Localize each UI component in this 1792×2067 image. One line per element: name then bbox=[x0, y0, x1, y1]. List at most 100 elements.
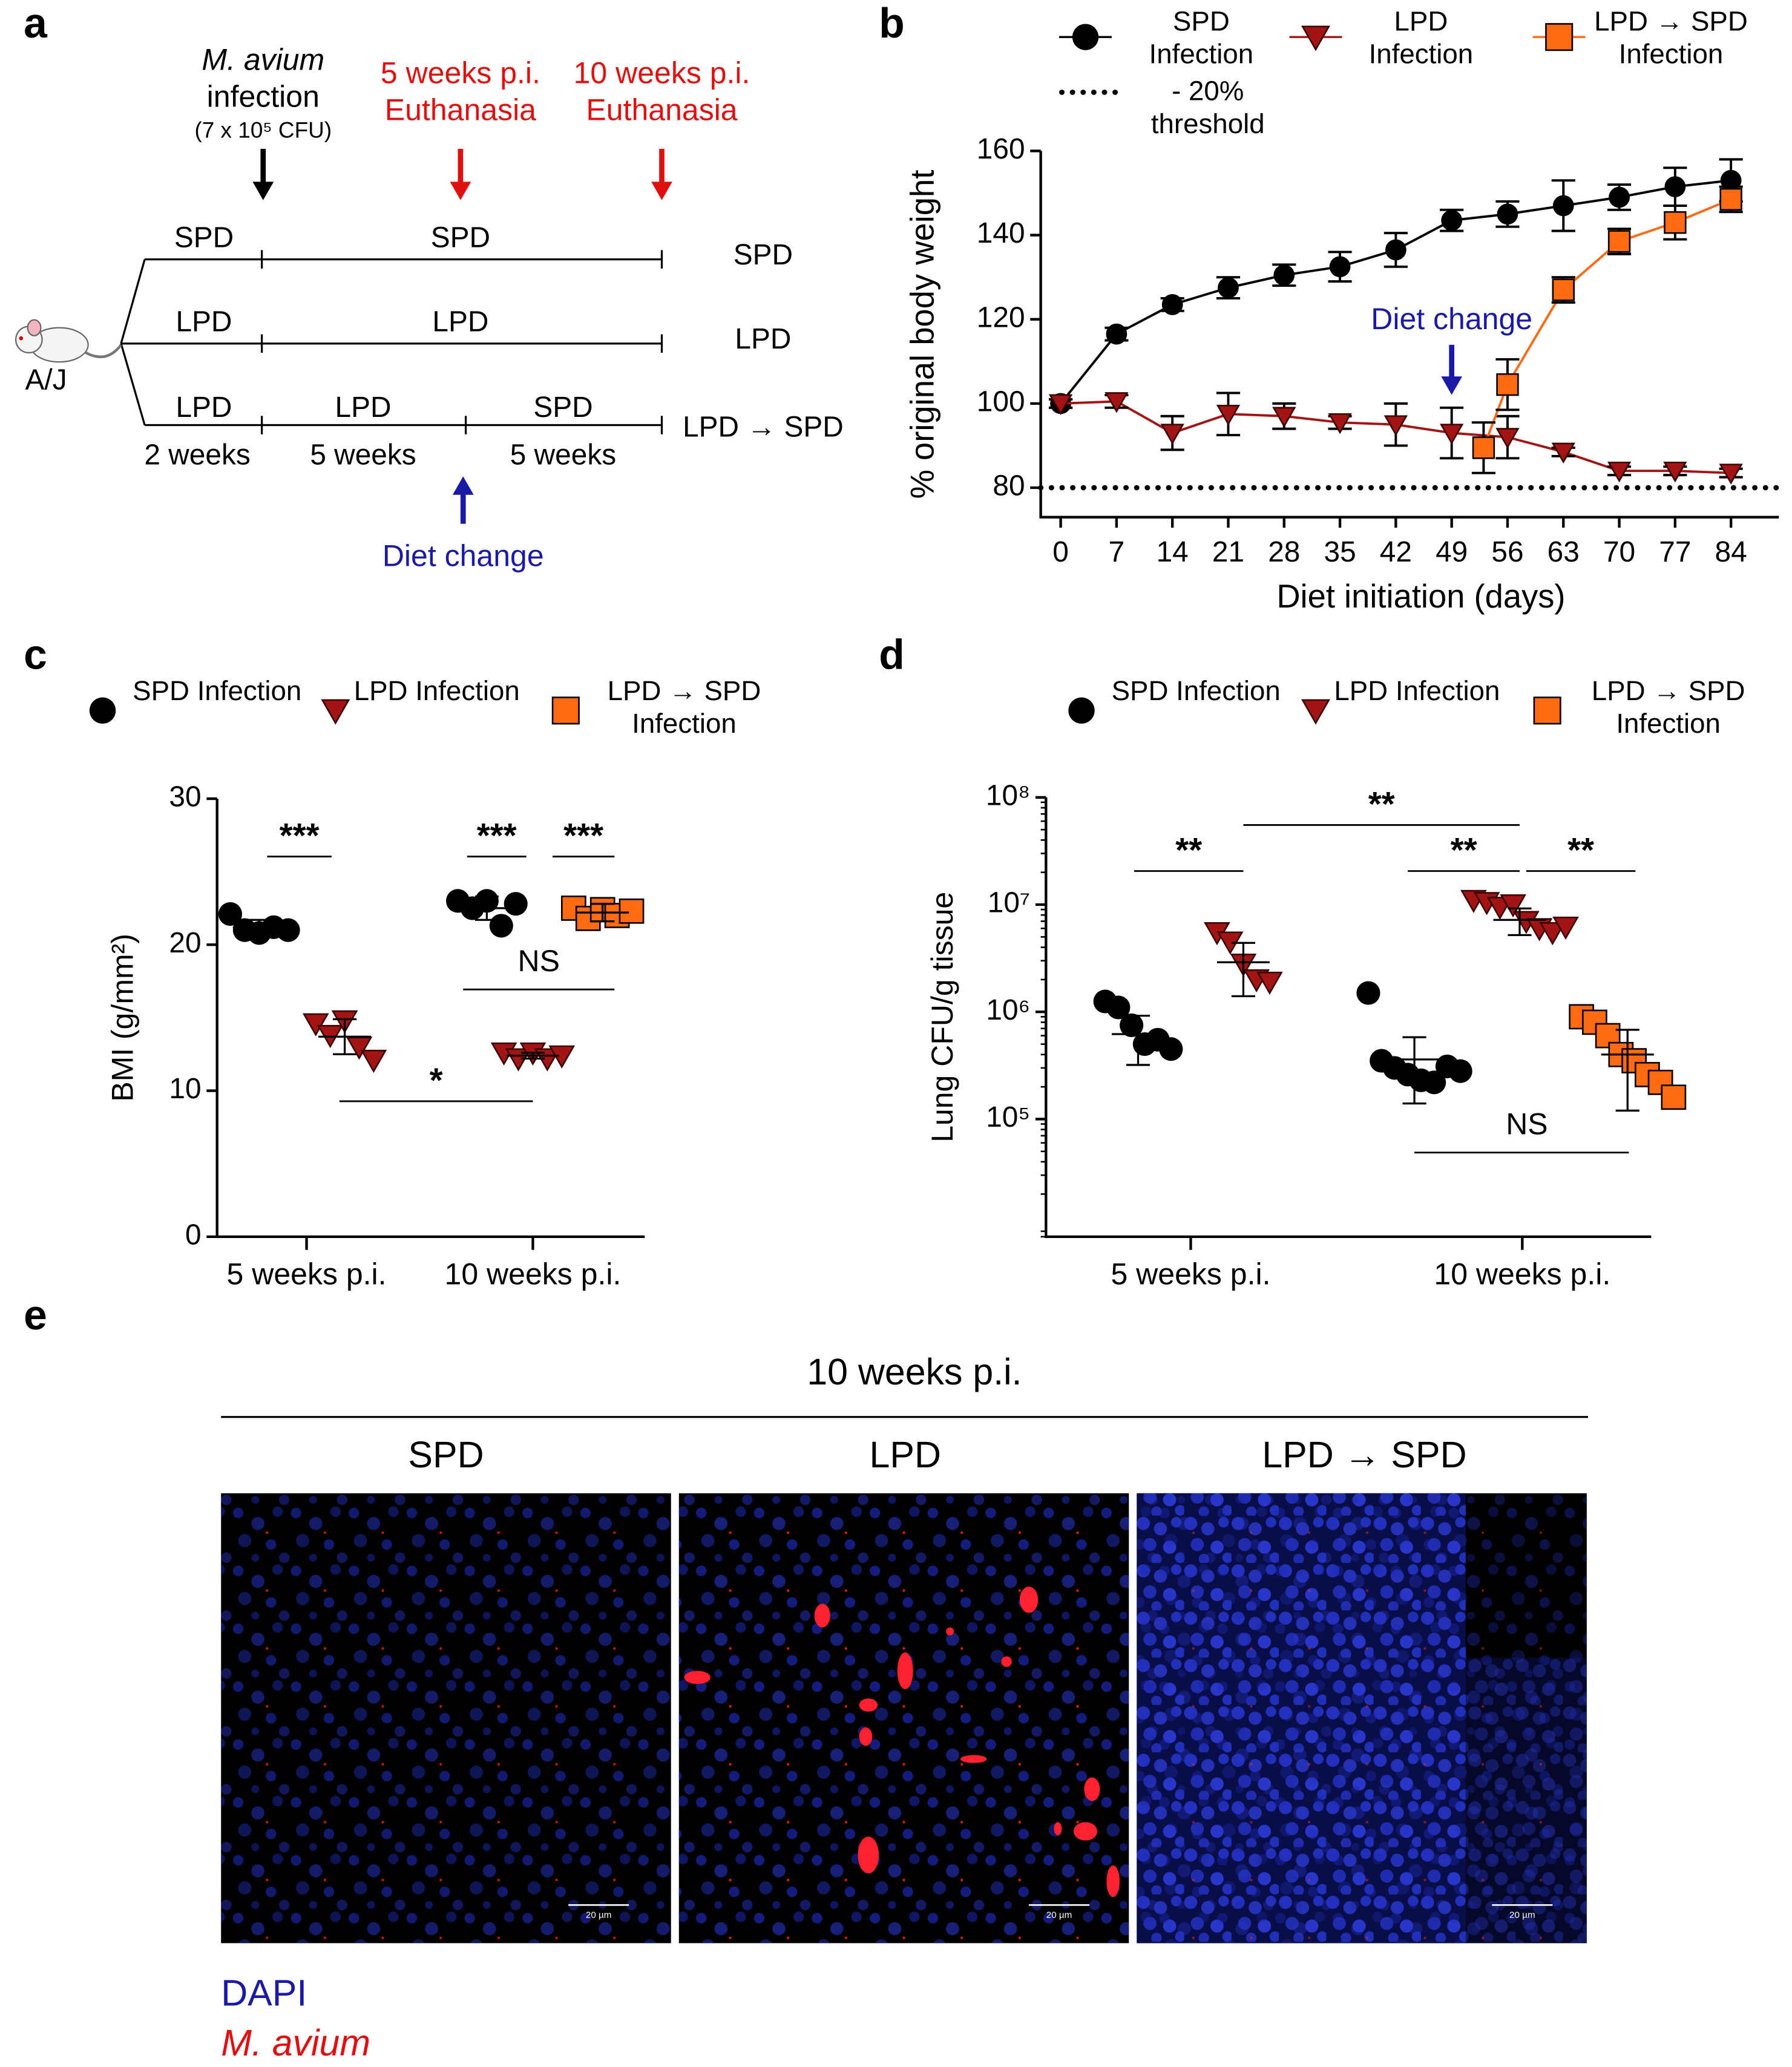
legend-label-box: LPD → SPD Infection bbox=[1594, 7, 1748, 70]
x-tick-label: 35 bbox=[1324, 536, 1356, 568]
x-tick-label: 77 bbox=[1659, 536, 1691, 568]
segment-label: LPD bbox=[176, 306, 232, 338]
point bbox=[1496, 373, 1519, 396]
error-bar bbox=[333, 1018, 357, 1055]
micrograph-title: 10 weeks p.i. bbox=[807, 1351, 1022, 1392]
stain-legend: DAPI bbox=[221, 1972, 307, 2013]
segment-label: LPD bbox=[176, 391, 232, 424]
legend-label-box: - 20% threshold bbox=[1150, 76, 1265, 140]
y-axis-title: % original body weight bbox=[904, 170, 941, 499]
legend-label: SPD Infection bbox=[133, 676, 302, 707]
scale-label: 20 µm bbox=[1509, 1910, 1535, 1921]
significance-label: * bbox=[430, 1061, 443, 1099]
legend-label: SPD Infection bbox=[1111, 676, 1281, 707]
duration: 5 weeks bbox=[510, 439, 616, 471]
legend-label-box: LPD → SPD Infection bbox=[1591, 676, 1745, 740]
legend-label-box: LPD → SPD Infection bbox=[608, 676, 761, 739]
point bbox=[1440, 424, 1464, 445]
mouse-strain: A/J bbox=[25, 364, 67, 396]
error-bar bbox=[1615, 1029, 1639, 1112]
x-tick-label: 42 bbox=[1380, 536, 1412, 568]
point bbox=[1272, 407, 1296, 428]
point bbox=[1582, 1009, 1607, 1035]
point bbox=[1719, 188, 1742, 211]
x-tick-label: 10 weeks p.i. bbox=[1434, 1257, 1610, 1291]
legend-marker bbox=[89, 697, 116, 724]
point bbox=[1106, 995, 1131, 1020]
x-tick-label: 49 bbox=[1436, 536, 1468, 568]
micrograph-label: LPD → SPD bbox=[1262, 1434, 1466, 1475]
legend-marker bbox=[1545, 23, 1574, 51]
error-bar bbox=[247, 919, 271, 935]
series-line bbox=[1060, 179, 1731, 405]
diet-change: Diet change bbox=[382, 539, 544, 572]
euthanasia-text: Euthanasia bbox=[586, 93, 737, 126]
x-tick-label: 5 weeks p.i. bbox=[1111, 1257, 1270, 1291]
y-axis-title: BMI (g/mm²) bbox=[106, 934, 140, 1102]
point bbox=[619, 898, 645, 924]
micrograph bbox=[221, 1493, 671, 1944]
point bbox=[302, 1013, 329, 1037]
legend-marker bbox=[321, 699, 350, 725]
segment-label: SPD bbox=[533, 391, 592, 424]
y-tick-label: 0 bbox=[185, 1219, 202, 1251]
point bbox=[1497, 203, 1518, 225]
timeline-lines bbox=[120, 250, 663, 434]
euthanasia-time: 10 weeks p.i. bbox=[574, 56, 750, 90]
point bbox=[1539, 922, 1566, 946]
micrograph-label: SPD bbox=[408, 1434, 484, 1475]
error-bar bbox=[474, 895, 499, 921]
legend-label: - 20% threshold bbox=[1150, 76, 1265, 140]
scale-label: 20 µm bbox=[586, 1910, 612, 1921]
panel-label: c bbox=[24, 631, 47, 678]
group-label: SPD bbox=[734, 239, 793, 271]
x-tick-label: 5 weeks p.i. bbox=[227, 1257, 387, 1291]
x-tick-label: 0 bbox=[1052, 536, 1069, 568]
y-tick-label: 10 bbox=[169, 1073, 201, 1105]
point bbox=[1552, 278, 1575, 301]
panel-label: a bbox=[24, 0, 48, 47]
legend-marker bbox=[1301, 25, 1330, 51]
x-tick-label: 14 bbox=[1157, 536, 1189, 568]
point bbox=[1472, 436, 1495, 459]
x-tick-label: 63 bbox=[1547, 536, 1580, 568]
y-tick-label: 80 bbox=[993, 470, 1025, 502]
point bbox=[1495, 428, 1520, 449]
point bbox=[1441, 209, 1463, 231]
legend-label-box: LPD Infection bbox=[354, 676, 520, 707]
point bbox=[1500, 894, 1526, 918]
mouse-icon bbox=[15, 319, 122, 363]
point bbox=[489, 914, 513, 938]
x-tick-label: 7 bbox=[1109, 536, 1125, 568]
segment-label: SPD bbox=[174, 222, 234, 254]
micrograph bbox=[1137, 1493, 1587, 1944]
legend-label: LPD Infection bbox=[1334, 676, 1500, 707]
scale-label: 20 µm bbox=[1046, 1910, 1072, 1921]
legend-marker bbox=[1072, 24, 1099, 50]
legend-label-box: LPD Infection bbox=[1368, 7, 1474, 70]
point bbox=[1383, 415, 1408, 436]
point bbox=[1356, 981, 1380, 1005]
legend-marker bbox=[551, 696, 580, 725]
x-tick-label: 28 bbox=[1268, 536, 1300, 568]
error-bar bbox=[1231, 942, 1256, 997]
error-bar bbox=[1126, 1015, 1150, 1066]
legend-label-box: SPD Infection bbox=[1111, 676, 1281, 707]
point bbox=[1647, 1069, 1673, 1095]
legend-label: LPD Infection bbox=[1368, 7, 1474, 70]
significance-label: NS bbox=[1506, 1107, 1547, 1141]
x-tick-label: 21 bbox=[1212, 536, 1244, 568]
point bbox=[1664, 211, 1687, 234]
legend-label: LPD → SPD Infection bbox=[1591, 676, 1745, 740]
x-axis-title: Diet initiation (days) bbox=[1276, 578, 1565, 615]
annotation-arrowhead bbox=[1441, 376, 1463, 395]
error-bar bbox=[591, 903, 615, 923]
point bbox=[1218, 277, 1239, 298]
significance-label: ** bbox=[1368, 785, 1395, 823]
legend-label: SPD Infection bbox=[1149, 7, 1254, 70]
infection-text: infection bbox=[207, 80, 320, 114]
organism: M. avium bbox=[202, 43, 324, 77]
point bbox=[504, 892, 528, 916]
significance-label: ** bbox=[1451, 831, 1477, 869]
stain-legend: M. avium bbox=[221, 2022, 370, 2063]
